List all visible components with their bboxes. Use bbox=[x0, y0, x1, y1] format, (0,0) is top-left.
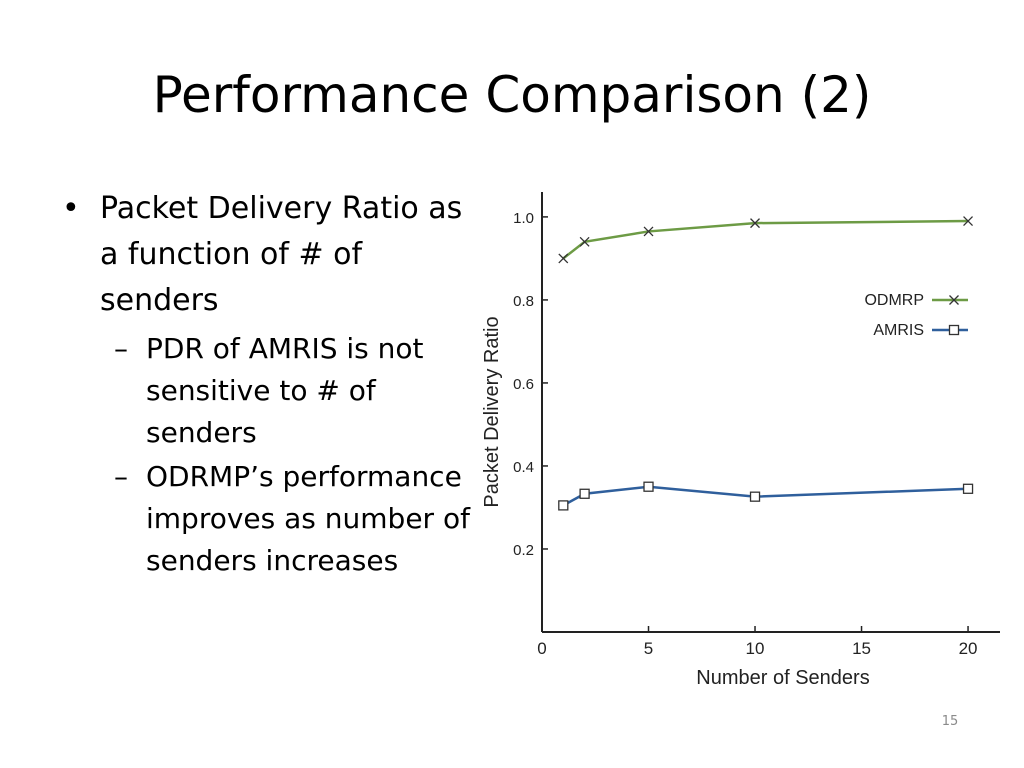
x-tick-label: 5 bbox=[644, 639, 653, 658]
data-point-odmrp bbox=[963, 216, 974, 227]
sub-bullet-item: – ODRMP’s performance improves as number… bbox=[114, 456, 480, 582]
y-tick-label: 0.8 bbox=[513, 293, 534, 310]
y-axis-label: Packet Delivery Ratio bbox=[481, 316, 503, 507]
sub-bullet-marker: – bbox=[114, 332, 128, 365]
x-tick-label: 0 bbox=[537, 639, 546, 658]
legend-label: AMRIS bbox=[873, 322, 924, 339]
series-line-amris bbox=[562, 485, 969, 507]
data-point-odmrp bbox=[750, 218, 760, 229]
data-point-amris bbox=[962, 483, 974, 494]
data-point-amris bbox=[643, 481, 654, 492]
page-number: 15 bbox=[941, 714, 959, 729]
data-point-amris bbox=[558, 500, 569, 511]
legend-label: ODMRP bbox=[864, 292, 924, 309]
data-point-amris bbox=[749, 491, 761, 502]
bullet-marker: • bbox=[62, 191, 80, 226]
bullet-item: • Packet Delivery Ratio as a function of… bbox=[62, 186, 480, 324]
packet-delivery-chart: 0 5 10 15 20 0.2 0.4 0.6 0.8 1.0 Number of Senders… bbox=[481, 192, 1000, 689]
sub-bullet-marker: – bbox=[114, 460, 128, 493]
sub-bullet-text: ODRMP’s performance improves as number o… bbox=[146, 460, 470, 577]
data-point-amris bbox=[579, 488, 590, 499]
slide-title: Performance Comparison (2) bbox=[152, 66, 872, 124]
x-tick-label: 20 bbox=[959, 639, 978, 658]
y-tick-label: 0.6 bbox=[513, 376, 534, 393]
bullet-list: • Packet Delivery Ratio as a function of… bbox=[62, 186, 480, 584]
x-tick-label: 10 bbox=[746, 639, 765, 658]
data-point-odmrp bbox=[579, 236, 590, 247]
bullet-text: Packet Delivery Ratio as a function of #… bbox=[100, 191, 463, 318]
sub-bullet-item: – PDR of AMRIS is not sensitive to # of … bbox=[114, 328, 480, 454]
sub-bullet-text: PDR of AMRIS is not sensitive to # of se… bbox=[146, 332, 424, 449]
y-tick-label: 0.2 bbox=[513, 542, 534, 559]
data-point-odmrp bbox=[558, 253, 569, 264]
series-line-odmrp bbox=[562, 219, 969, 260]
y-tick-label: 0.4 bbox=[513, 459, 534, 476]
x-tick-label: 15 bbox=[852, 639, 871, 658]
legend-marker bbox=[948, 324, 960, 336]
y-tick-label: 1.0 bbox=[513, 210, 534, 227]
x-axis-label: Number of Senders bbox=[696, 667, 869, 689]
legend-marker bbox=[949, 295, 959, 305]
data-point-odmrp bbox=[643, 226, 654, 237]
